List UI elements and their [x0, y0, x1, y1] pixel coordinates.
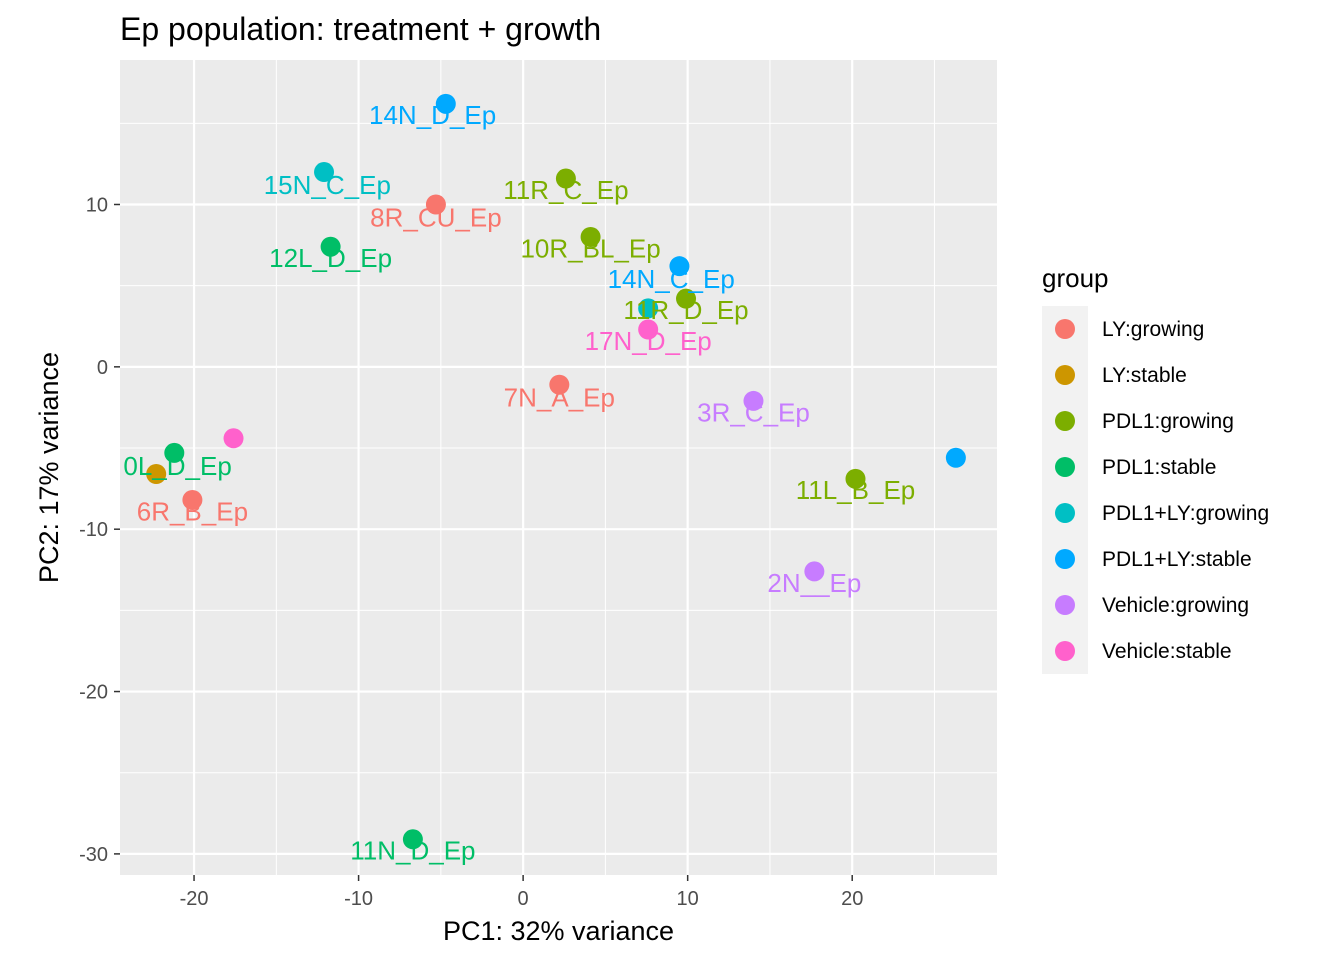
- x-tick-label: 0: [518, 888, 529, 910]
- data-point: [676, 288, 697, 309]
- data-point: [435, 93, 456, 114]
- x-tick-label: -20: [180, 888, 209, 910]
- x-tick-label: 10: [677, 888, 699, 910]
- legend-label: Vehicle:growing: [1102, 594, 1249, 617]
- point-label: 3R_C_Ep: [697, 397, 810, 427]
- point-label: 11R_D_Ep: [623, 295, 748, 325]
- point-label: 17N_D_Ep: [585, 326, 712, 356]
- y-tick-label: -20: [79, 682, 108, 704]
- data-point: [314, 162, 335, 183]
- point-label: 14N_D_Ep: [369, 100, 496, 130]
- point-label: 6R_B_Ep: [137, 496, 248, 526]
- legend-key: [1055, 595, 1075, 615]
- x-axis-title: PC1: 32% variance: [443, 916, 674, 946]
- chart-title: Ep population: treatment + growth: [120, 11, 601, 47]
- x-tick-label: 20: [841, 888, 863, 910]
- x-tick-label: -10: [344, 888, 373, 910]
- data-point: [580, 226, 601, 247]
- legend-key: [1055, 365, 1075, 385]
- minor-grid: [120, 60, 997, 875]
- data-points: [146, 93, 966, 850]
- y-tick-label: -30: [79, 844, 108, 866]
- y-axis-title: PC2: 17% variance: [34, 352, 64, 583]
- legend-keys-background: [1042, 306, 1088, 674]
- legend-key: [1055, 411, 1075, 431]
- legend-label: Vehicle:stable: [1102, 640, 1232, 663]
- legend-label: LY:stable: [1102, 364, 1187, 387]
- point-label: 14N_C_Ep: [608, 264, 735, 294]
- data-point: [638, 298, 659, 319]
- y-tick-label: 0: [97, 357, 108, 379]
- point-label: 11L_B_Ep: [796, 475, 916, 505]
- y-tick-label: 10: [86, 194, 108, 216]
- point-label: 8R_CU_Ep: [370, 202, 502, 232]
- legend: group LY:growing LY:stable PDL1:growing PDL…: [1042, 263, 1269, 674]
- point-label: 2N__Ep: [767, 568, 861, 598]
- data-point: [638, 319, 659, 340]
- data-point: [223, 428, 244, 449]
- legend-label: PDL1+LY:growing: [1102, 502, 1269, 525]
- legend-key: [1055, 503, 1075, 523]
- major-grid: [120, 60, 997, 875]
- data-point: [743, 390, 764, 411]
- data-point: [669, 256, 690, 277]
- legend-label: LY:growing: [1102, 318, 1204, 341]
- legend-title: group: [1042, 263, 1109, 293]
- data-point: [164, 442, 185, 463]
- point-label: 15N_C_Ep: [264, 170, 391, 200]
- x-axis: -20 -10 0 10 20: [180, 875, 863, 910]
- legend-label: PDL1:growing: [1102, 410, 1234, 433]
- legend-label: PDL1+LY:stable: [1102, 548, 1252, 571]
- data-point: [425, 194, 446, 215]
- data-point: [845, 468, 866, 489]
- data-point: [804, 561, 825, 582]
- data-point: [945, 447, 966, 468]
- legend-key: [1055, 319, 1075, 339]
- legend-key: [1055, 549, 1075, 569]
- legend-label: PDL1:stable: [1102, 456, 1216, 479]
- legend-key: [1055, 457, 1075, 477]
- point-label: 10R_BL_Ep: [520, 233, 660, 263]
- point-label: 12L_D_Ep: [269, 243, 392, 273]
- point-label: 11R_C_Ep: [503, 175, 628, 205]
- y-axis: -30 -20 -10 0 10: [79, 194, 120, 866]
- data-point: [402, 829, 423, 850]
- legend-key: [1055, 641, 1075, 661]
- data-point: [555, 168, 576, 189]
- point-label: 0L_D_Ep: [123, 451, 231, 481]
- data-point: [146, 463, 167, 484]
- data-point: [320, 236, 341, 257]
- data-point: [182, 489, 203, 510]
- y-tick-label: -10: [79, 519, 108, 541]
- point-label: 7N_A_Ep: [504, 383, 615, 413]
- point-label: 11N_D_Ep: [350, 836, 475, 866]
- plot-panel: [120, 60, 997, 875]
- data-point: [549, 374, 570, 395]
